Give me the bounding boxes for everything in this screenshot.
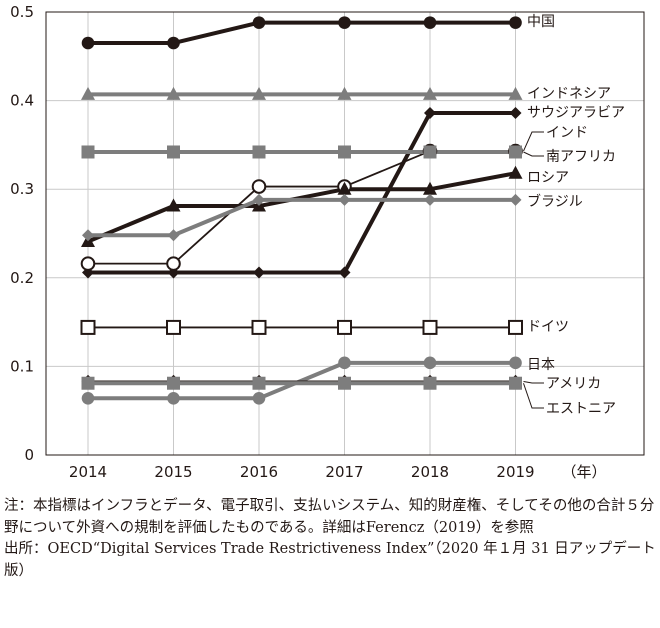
source-text: 出所：OECD“Digital Services Trade Restricti… (4, 541, 656, 579)
series-line-3 (88, 150, 516, 265)
point-10-2018 (423, 376, 437, 390)
series-line-2 (88, 111, 516, 275)
note-text: 注：本指標はインフラとデータ、電子取引、支払いシステム、知的財産権、そしてその他… (4, 498, 655, 536)
point-10-2015 (167, 376, 180, 390)
x-tick-2017: 2017 (325, 463, 363, 481)
chart-notes: 注：本指標はインフラとデータ、電子取引、支払いシステム、知的財産権、そしてその他… (4, 496, 656, 582)
series-label-3: インド (546, 125, 588, 141)
point-6-2016 (253, 193, 265, 206)
point-4-2014 (81, 145, 95, 159)
y-tick-0-5: 0.5 (10, 3, 34, 21)
point-4-2019 (509, 145, 522, 159)
point-4-2015 (167, 145, 180, 159)
point-3-2015 (166, 256, 181, 271)
point-5-2017 (337, 181, 352, 195)
point-0-2019 (509, 16, 522, 29)
point-8-2017 (338, 356, 351, 370)
point-8-2014 (81, 391, 95, 405)
plot-area-border (45, 11, 645, 456)
series-label-9: アメリカ (546, 376, 601, 392)
point-6-2018 (424, 193, 436, 206)
point-1-2015 (166, 86, 181, 100)
point-10-2017 (338, 376, 351, 390)
series-label-8: 日本 (527, 357, 555, 373)
point-8-2016 (252, 391, 266, 405)
x-tick-2014: 2014 (69, 463, 107, 481)
point-7-2019 (508, 319, 523, 335)
point-3-2014 (80, 256, 96, 271)
point-7-2014 (80, 319, 96, 335)
y-tick-0: 0 (24, 446, 34, 464)
point-7-2018 (422, 319, 438, 335)
y-tick-0-3: 0.3 (10, 180, 34, 198)
point-8-2015 (167, 391, 180, 405)
point-4-2018 (423, 145, 437, 159)
point-7-2016 (251, 319, 267, 335)
line-chart: 00.10.20.30.40.5 2014 2015 2016 2017 2018 201… (10, 3, 645, 481)
point-0-2016 (252, 16, 266, 29)
x-axis-ticks: 2014 2015 2016 2017 2018 2019 （年） (69, 463, 607, 481)
point-6-2017 (338, 193, 351, 206)
y-tick-0-1: 0.1 (10, 357, 34, 375)
point-1-2017 (337, 86, 352, 100)
series-label-10: エストニア (546, 401, 616, 417)
point-7-2015 (166, 319, 181, 335)
point-2-2016 (253, 266, 265, 279)
point-10-2019 (509, 376, 522, 390)
point-10-2016 (252, 376, 266, 390)
point-10-2014 (81, 376, 95, 390)
series-label-5: ロシア (527, 170, 569, 186)
x-tick-2018: 2018 (411, 463, 449, 481)
series-label-4: 南アフリカ (546, 149, 616, 165)
point-6-2015 (167, 229, 180, 242)
x-tick-2019: 2019 (496, 463, 534, 481)
point-4-2017 (338, 145, 351, 159)
series-label-7: ドイツ (527, 319, 569, 335)
leader-line-3 (523, 131, 544, 152)
point-8-2019 (509, 356, 522, 370)
point-0-2018 (423, 16, 437, 29)
leader-line-9 (523, 380, 544, 384)
point-1-2014 (81, 86, 95, 100)
y-tick-0-4: 0.4 (10, 92, 34, 110)
point-5-2018 (423, 181, 437, 195)
x-axis-unit: （年） (562, 463, 607, 481)
series-markers (80, 16, 523, 405)
plot-frame (45, 11, 645, 456)
point-5-2015 (166, 198, 181, 212)
leader-line-4 (523, 151, 544, 157)
point-2-2017 (338, 266, 351, 279)
point-2-2018 (424, 107, 436, 120)
series-line-6 (88, 197, 516, 238)
series-line-5 (87, 171, 516, 244)
series-label-2: サウジアラビア (527, 105, 625, 121)
point-8-2018 (423, 356, 437, 370)
x-tick-2015: 2015 (154, 463, 192, 481)
point-5-2019 (508, 165, 523, 179)
point-2-2019 (509, 107, 522, 120)
point-1-2019 (508, 86, 523, 100)
x-tick-2016: 2016 (240, 463, 278, 481)
point-0-2015 (167, 36, 180, 50)
point-3-2016 (251, 179, 267, 194)
series-labels: 中国インドネシアサウジアラビアインド南アフリカロシアブラジルドイツ日本アメリカエ… (523, 14, 625, 417)
series-lines (87, 20, 516, 401)
y-axis-ticks: 0 0.1 0.2 0.3 0.4 0.5 (10, 3, 34, 464)
point-4-2016 (252, 145, 266, 159)
point-1-2018 (423, 86, 437, 100)
point-0-2014 (81, 36, 95, 50)
series-label-6: ブラジル (527, 193, 583, 210)
point-1-2016 (252, 86, 266, 100)
point-6-2014 (82, 229, 94, 242)
y-tick-0-2: 0.2 (10, 269, 34, 287)
series-label-1: インドネシア (527, 86, 611, 102)
series-line-0 (88, 20, 516, 46)
series-label-0: 中国 (527, 14, 555, 30)
point-0-2017 (338, 16, 351, 29)
point-6-2019 (509, 193, 522, 206)
point-7-2017 (337, 319, 352, 335)
leader-line-10 (523, 383, 544, 409)
